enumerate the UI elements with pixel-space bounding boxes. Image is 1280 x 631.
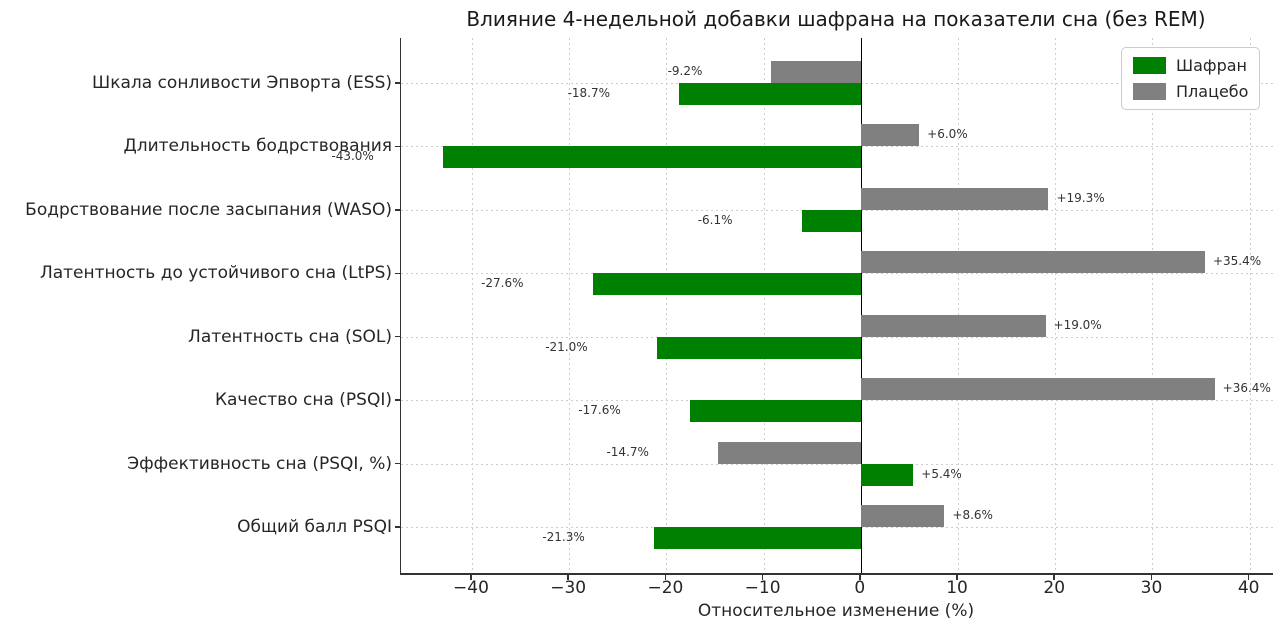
bar-placebo bbox=[860, 124, 920, 147]
y-tick-mark bbox=[395, 209, 400, 211]
value-label: -21.3% bbox=[542, 530, 585, 544]
x-tick-mark bbox=[567, 575, 569, 580]
zero-baseline bbox=[860, 38, 863, 573]
bar-saffron bbox=[442, 146, 861, 169]
bar-placebo bbox=[860, 187, 1049, 210]
x-tick-label: −20 bbox=[647, 578, 684, 598]
legend-item: Шафран bbox=[1133, 56, 1248, 75]
y-tick-mark bbox=[395, 399, 400, 401]
category-label: Эффективность сна (PSQI, %) bbox=[127, 453, 392, 474]
bar-saffron bbox=[801, 209, 861, 232]
vertical-gridline bbox=[569, 38, 571, 573]
bar-saffron bbox=[653, 527, 861, 549]
legend-swatch-placebo bbox=[1133, 83, 1166, 100]
value-label: -21.0% bbox=[545, 339, 588, 354]
x-tick-mark bbox=[470, 575, 472, 580]
legend-item: Плацебо bbox=[1133, 82, 1248, 101]
y-tick-mark bbox=[395, 462, 400, 465]
value-label: +5.4% bbox=[921, 466, 962, 481]
x-tick-label: 40 bbox=[1237, 578, 1260, 598]
legend: Шафран Плацебо bbox=[1121, 47, 1261, 110]
value-label: +36.4% bbox=[1222, 381, 1271, 396]
x-tick-label: 0 bbox=[854, 578, 866, 598]
bar-saffron bbox=[592, 273, 861, 296]
bar-placebo bbox=[771, 61, 861, 83]
vertical-gridline bbox=[1152, 38, 1154, 573]
category-label: Общий балл PSQI bbox=[237, 517, 392, 537]
bar-placebo bbox=[860, 378, 1215, 401]
value-label: -14.7% bbox=[606, 444, 649, 459]
x-tick-mark bbox=[1150, 575, 1153, 580]
legend-swatch-saffron bbox=[1133, 57, 1166, 74]
bar-saffron bbox=[679, 83, 861, 105]
y-tick-mark bbox=[395, 82, 400, 84]
category-label: Латентность сна (SOL) bbox=[188, 326, 392, 347]
bar-placebo bbox=[860, 251, 1205, 274]
x-tick-mark bbox=[859, 575, 861, 580]
x-tick-mark bbox=[761, 575, 764, 580]
value-label: +35.4% bbox=[1212, 254, 1262, 269]
value-label: -6.1% bbox=[697, 212, 733, 227]
vertical-gridline bbox=[763, 38, 765, 573]
category-label: Латентность до устойчивого сна (LtPS) bbox=[39, 263, 392, 284]
x-tick-label: −10 bbox=[744, 578, 781, 598]
y-tick-mark bbox=[395, 526, 400, 528]
vertical-gridline bbox=[471, 38, 473, 573]
value-label: +6.0% bbox=[927, 127, 968, 142]
horizontal-gridline bbox=[401, 463, 1273, 465]
plot-area: -9.2% -18.7% +6.0% -43.0% +19.3% -6.1% +35.4% -… bbox=[331, 38, 1273, 575]
value-label: +8.6% bbox=[952, 508, 993, 522]
value-label: +19.0% bbox=[1053, 317, 1102, 332]
x-axis-title: Относительное изменение (%) bbox=[697, 601, 975, 621]
bar-saffron bbox=[656, 336, 861, 359]
vertical-gridline bbox=[958, 38, 960, 573]
y-tick-mark bbox=[395, 272, 400, 275]
x-tick-mark bbox=[1053, 575, 1055, 580]
legend-label: Плацебо bbox=[1176, 82, 1249, 101]
value-label: -18.7% bbox=[567, 86, 611, 100]
category-label: Длительность бодрствования bbox=[123, 136, 392, 157]
chart-title: Влияние 4-недельной добавки шафрана на п… bbox=[466, 7, 1206, 31]
vertical-gridline bbox=[1249, 38, 1251, 573]
value-label: -43.0% bbox=[331, 149, 374, 164]
vertical-gridline bbox=[666, 38, 668, 573]
x-tick-mark bbox=[664, 575, 667, 580]
bar-saffron bbox=[689, 400, 861, 423]
bar-placebo bbox=[860, 314, 1046, 337]
bar-saffron bbox=[860, 463, 914, 486]
value-label: -9.2% bbox=[667, 64, 703, 78]
category-label: Бодрствование после засыпания (WASO) bbox=[25, 199, 392, 220]
category-label: Качество сна (PSQI) bbox=[214, 390, 392, 411]
y-tick-mark bbox=[395, 145, 400, 148]
value-label: -17.6% bbox=[578, 403, 621, 418]
legend-label: Шафран bbox=[1176, 56, 1248, 75]
x-tick-label: 30 bbox=[1140, 578, 1163, 598]
value-label: -27.6% bbox=[481, 276, 524, 291]
x-tick-label: 10 bbox=[946, 578, 968, 598]
y-tick-mark bbox=[395, 335, 400, 338]
x-tick-mark bbox=[956, 575, 958, 580]
bar-placebo bbox=[717, 441, 861, 464]
x-tick-label: 20 bbox=[1043, 578, 1066, 598]
vertical-gridline bbox=[1055, 38, 1057, 573]
x-tick-label: −40 bbox=[453, 578, 489, 598]
category-label: Шкала сонливости Эпворта (ESS) bbox=[92, 73, 392, 93]
x-tick-label: −30 bbox=[550, 578, 587, 598]
value-label: +19.3% bbox=[1056, 190, 1105, 205]
x-tick-mark bbox=[1247, 575, 1250, 580]
bar-placebo bbox=[860, 505, 945, 527]
